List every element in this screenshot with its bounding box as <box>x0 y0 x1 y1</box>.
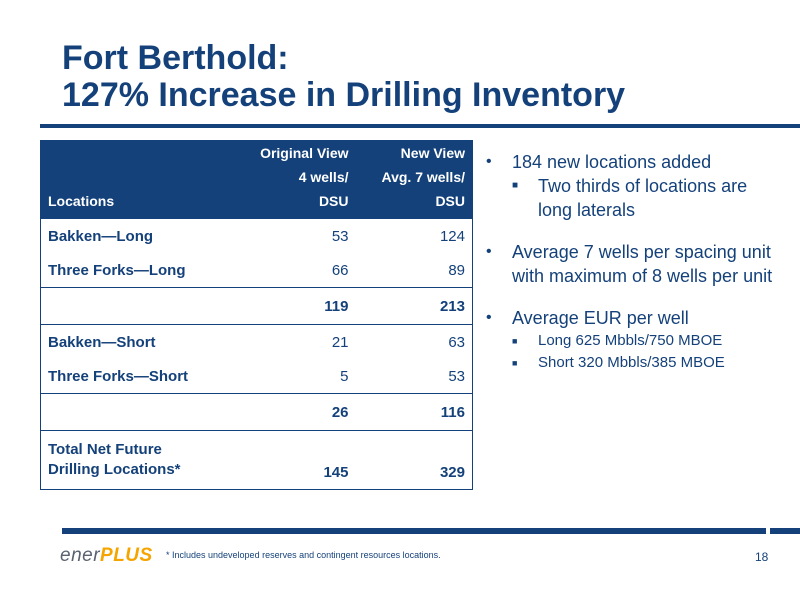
slide-title: Fort Berthold: 127% Increase in Drilling… <box>62 40 782 114</box>
row-original-value: 26 <box>240 393 356 431</box>
square-bullet-icon: ■ <box>512 336 518 346</box>
logo-text-plus: PLUS <box>100 545 153 566</box>
subtotal-row-long: 119 213 <box>40 287 473 325</box>
row-label: Bakken—Long <box>48 227 154 245</box>
row-label <box>40 287 241 325</box>
row-label: Three Forks—Short <box>48 367 189 385</box>
logo-text-ener: ener <box>60 545 101 566</box>
slide-title-line2: 127% Increase in Drilling Inventory <box>62 76 626 114</box>
row-original-value: 53 <box>331 227 349 245</box>
bullet-item: • Average EUR per well <box>486 306 786 330</box>
header-locations-label: Locations <box>48 193 115 209</box>
total-label-line2: Drilling Locations* <box>48 461 181 478</box>
row-label: Bakken—Short <box>40 324 241 359</box>
square-bullet-icon: ■ <box>512 358 518 368</box>
enerplus-logo: enerPLUS <box>60 545 153 567</box>
total-new-value: 329 <box>355 430 473 490</box>
table-row: Bakken—Long 53 124 <box>41 219 473 253</box>
header-new-view: New View Avg. 7 wells/ DSU <box>355 140 473 219</box>
bullet-item: • Average 7 wells per spacing unit with … <box>486 240 786 288</box>
bullet-item: • 184 new locations added <box>486 150 786 174</box>
header-original-line1: Original View <box>260 145 349 161</box>
row-new-value: 63 <box>355 324 473 359</box>
row-original-value: 119 <box>240 287 356 325</box>
sub-bullet-text: Short 320 Mbbls/385 MBOE <box>538 354 725 371</box>
total-label: Total Net Future Drilling Locations* <box>40 430 241 490</box>
header-original-line2: 4 wells/ <box>298 169 349 185</box>
table-header-row: Locations Original View 4 wells/ DSU New… <box>40 140 473 219</box>
row-new-value: 124 <box>439 227 465 245</box>
row-label: Three Forks—Long <box>48 261 186 279</box>
row-label <box>40 393 241 431</box>
row-original-value: 21 <box>240 324 356 359</box>
table-row: Three Forks—Short 5 53 <box>41 359 473 394</box>
subtotal-row-short: 26 116 <box>40 393 473 431</box>
bullet-text: Average 7 wells per spacing unit with ma… <box>512 242 773 286</box>
total-row: Total Net Future Drilling Locations* 145… <box>40 430 473 490</box>
footer-divider-right <box>770 528 800 534</box>
sub-bullet-item: ■ Short 320 Mbbls/385 MBOE <box>512 352 786 374</box>
bullet-dot-icon: • <box>486 243 492 260</box>
title-divider <box>40 124 800 128</box>
sub-bullet-item: ■ Two thirds of locations are long later… <box>512 174 786 222</box>
footnote: * Includes undeveloped reserves and cont… <box>166 550 441 560</box>
table-row: Bakken—Short 21 63 <box>40 324 473 359</box>
row-new-value: 53 <box>448 367 465 385</box>
total-label-line1: Total Net Future <box>48 441 162 458</box>
sub-bullet-text: Long 625 Mbbls/750 MBOE <box>538 332 723 349</box>
bullet-dot-icon: • <box>486 309 492 326</box>
table-row: Three Forks—Long 66 89 <box>41 253 473 288</box>
page-number: 18 <box>755 550 769 564</box>
row-new-value: 116 <box>355 393 473 431</box>
header-original-view: Original View 4 wells/ DSU <box>240 140 356 219</box>
header-new-line2: Avg. 7 wells/ <box>381 169 465 185</box>
bullet-dot-icon: • <box>486 153 492 170</box>
bullet-text: Average EUR per well <box>512 308 689 328</box>
header-locations: Locations <box>40 140 241 219</box>
row-new-value: 89 <box>448 261 465 279</box>
drilling-inventory-table: Locations Original View 4 wells/ DSU New… <box>40 140 473 490</box>
row-original-value: 66 <box>331 261 349 279</box>
slide-title-line1: Fort Berthold: <box>62 39 289 77</box>
square-bullet-icon: ■ <box>512 180 519 191</box>
sub-bullet-item: ■ Long 625 Mbbls/750 MBOE <box>512 330 786 352</box>
bullet-text: 184 new locations added <box>512 152 712 172</box>
header-new-line3: DSU <box>435 193 465 209</box>
row-new-value: 213 <box>355 287 473 325</box>
header-new-line1: New View <box>400 145 465 161</box>
total-original-value: 145 <box>240 430 356 490</box>
header-original-line3: DSU <box>318 193 349 209</box>
row-original-value: 5 <box>340 367 349 385</box>
footer-divider <box>62 528 766 534</box>
sub-bullet-text: Two thirds of locations are long lateral… <box>538 176 748 220</box>
bullet-list: • 184 new locations added ■ Two thirds o… <box>486 150 786 374</box>
